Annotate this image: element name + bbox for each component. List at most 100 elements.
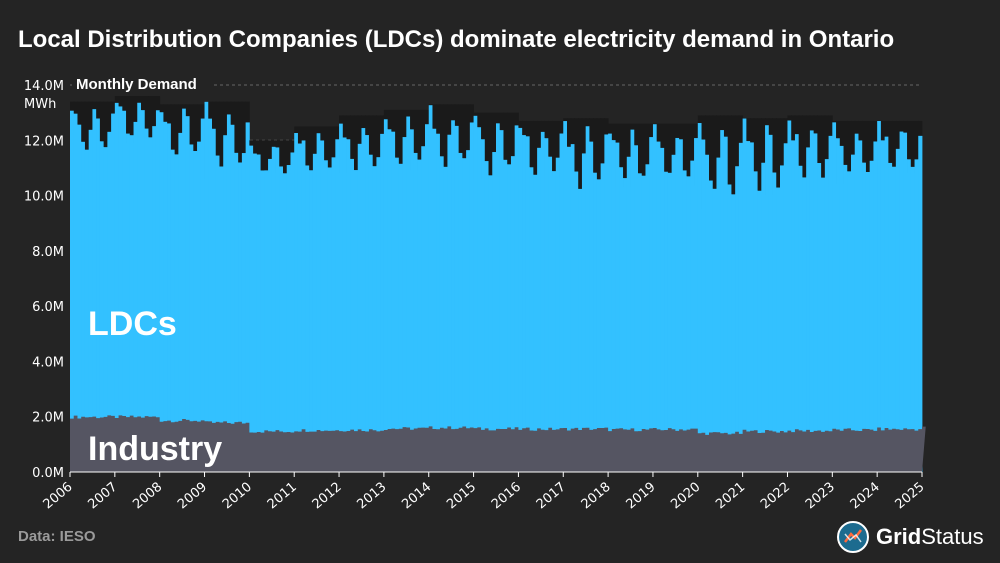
x-tick-label: 2024 [848,480,883,513]
industry-annotation: Industry [88,430,222,468]
ldc-month-bar [694,138,699,472]
ldc-month-bar [570,144,575,473]
ldc-month-bar [279,166,284,472]
ldc-month-bar [320,140,325,473]
month-gap-bar [690,123,695,161]
month-gap-bar [454,104,460,126]
ldc-month-bar [155,110,161,473]
month-gap-bar [283,140,288,174]
ldc-month-bar [813,133,818,472]
month-gap-bar [641,123,646,176]
month-gap-bar [615,123,620,143]
ldc-month-bar [350,158,355,472]
month-gap-bar [354,115,359,171]
ldc-month-bar [309,170,314,472]
month-gap-bar [167,104,172,124]
month-gap-bar [765,118,770,126]
x-tick-label: 2013 [354,480,389,513]
month-gap-bar [735,115,740,167]
ldc-month-bar [877,121,882,472]
y-tick-label: 0.0M [32,466,64,481]
ldc-month-bar [884,136,889,472]
ldc-month-bar [473,115,478,472]
month-gap-bar [133,96,138,122]
month-gap-bar [286,140,291,166]
month-gap-bar [342,115,347,138]
ldc-month-bar [432,128,437,473]
month-gap-bar [761,118,766,163]
month-gap-bar [514,112,519,126]
ldc-month-bar [159,112,164,472]
ldc-month-bar [185,116,190,473]
month-gap-bar [746,118,751,142]
month-gap-bar [73,101,78,114]
ldc-month-bar [324,160,329,473]
ldc-month-bar [238,162,243,473]
month-gap-bar [862,120,867,163]
ldc-month-bar [327,167,332,472]
ldc-month-bar [376,157,381,473]
ldc-month-bar [585,126,590,472]
ldc-month-bar [226,114,232,472]
ldc-month-bar [593,172,598,472]
month-gap-bar [103,101,108,148]
ldc-month-bar [809,130,815,472]
ldc-month-bar [525,136,531,472]
ldc-month-bar [249,145,254,472]
ldc-month-bar [395,157,400,472]
ldc-month-bar [907,159,912,473]
month-gap-bar [567,118,572,147]
month-gap-bar [137,96,142,103]
ldc-annotation: LDCs [88,305,177,343]
source-note: Data: IESO [18,528,96,545]
month-gap-bar [421,109,426,147]
ldc-month-bar [77,124,82,472]
month-gap-bar [425,109,430,125]
x-tick-label: 2011 [265,480,300,513]
month-gap-bar [858,120,863,141]
ldc-month-bar [843,164,848,473]
ldc-month-bar [522,135,527,472]
ldc-month-bar [679,139,684,473]
month-gap-bar [245,101,250,123]
ldc-month-bar [443,166,448,472]
month-gap-bar [780,118,785,166]
ldc-month-bar [84,149,90,472]
ldc-month-bar [723,136,729,472]
month-gap-bar [851,120,856,155]
ldc-month-bar [626,156,631,472]
ldc-month-bar [402,137,407,472]
month-gap-bar [443,104,448,167]
monthly-bars-layer [70,96,926,473]
month-gap-bar [581,118,587,154]
month-gap-bar [129,96,134,136]
ldc-month-bar [892,166,897,473]
month-gap-bar [731,115,736,195]
ldc-month-bar [357,143,362,472]
month-gap-bar [155,96,161,111]
month-gap-bar [477,112,482,128]
ldc-month-bar [731,194,736,472]
ldc-month-bar [182,108,187,473]
x-tick-label: 2019 [624,480,659,513]
month-gap-bar [593,118,598,173]
ldc-month-bar [167,123,172,473]
ldc-month-bar [342,137,347,473]
ldc-month-bar [365,135,370,472]
ldc-month-bar [99,141,105,472]
month-gap-bar [798,115,803,166]
ldc-month-bar [667,172,673,472]
month-gap-bar [574,118,579,172]
x-tick-label: 2015 [444,480,479,513]
month-gap-bar [907,120,912,160]
ldc-month-bar [832,122,837,472]
month-gap-bar [884,120,889,137]
month-gap-bar [578,118,583,189]
ldc-month-bar [234,152,239,473]
month-gap-bar [899,120,904,132]
month-gap-bar [439,104,445,157]
month-gap-bar [327,126,332,168]
month-gap-bar [832,120,837,123]
ldc-month-bar [245,122,250,473]
ldc-month-bar [768,134,773,473]
